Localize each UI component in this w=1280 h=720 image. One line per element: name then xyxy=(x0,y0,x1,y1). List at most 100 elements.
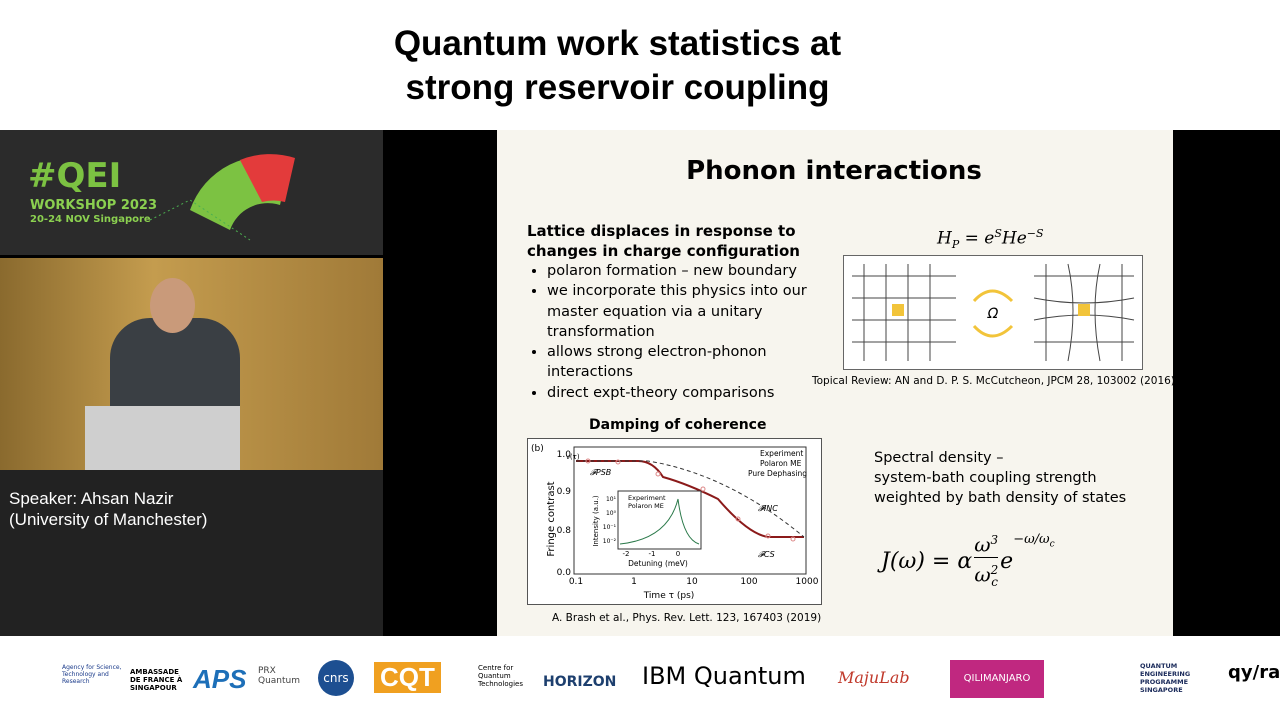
x-tick-label: 0.1 xyxy=(569,577,583,587)
x-tick-label: 1 xyxy=(631,577,637,587)
reference: Topical Review: AN and D. P. S. McCutche… xyxy=(812,375,1175,387)
sponsor: Centre for Quantum Technologies xyxy=(478,664,523,688)
spectral-line: weighted by bath density of states xyxy=(874,490,1127,506)
sponsor: HORIZON xyxy=(543,674,617,690)
y-tick-label: 0.0 xyxy=(557,568,572,578)
y-tick-label: 0.9 xyxy=(557,487,572,497)
eq-part: 3 xyxy=(990,533,999,547)
inset-curve xyxy=(619,498,700,545)
annotation: 𝓕CS xyxy=(758,550,775,559)
spectral-line: Spectral density – xyxy=(874,450,1004,466)
eq-part: −ω/ω xyxy=(1013,532,1050,547)
sponsor: Agency for Science, Technology and Resea… xyxy=(62,664,122,685)
eq-part: e xyxy=(1000,548,1014,574)
dephasing-curve xyxy=(576,460,805,538)
sponsor: IBM Quantum xyxy=(642,662,806,690)
sponsor: MajuLab xyxy=(838,668,910,687)
y-tick-label: 0.8 xyxy=(557,526,572,536)
y-symbol: ν(τ) xyxy=(566,453,580,461)
diagram-label: Ω xyxy=(987,306,999,322)
eq-part: −S xyxy=(1026,227,1044,240)
x-tick-label: 10 xyxy=(686,577,698,587)
figure-title: Damping of coherence xyxy=(589,417,767,433)
lattice-diagram: Ω xyxy=(843,255,1143,370)
eq-part: c xyxy=(991,575,999,590)
eq-part: ω xyxy=(974,562,991,587)
figure-caption: A. Brash et al., Phys. Rev. Lett. 123, 1… xyxy=(552,612,822,624)
figure: (b) Fringe contrast ν(τ) 1.0 0.9 0.8 0.0… xyxy=(527,438,822,605)
y-label: Fringe contrast xyxy=(546,481,557,556)
podium xyxy=(85,406,240,470)
eq-part: 2 xyxy=(990,562,999,577)
eq-part: ω xyxy=(974,532,991,557)
eq-part: P xyxy=(951,238,960,252)
numerator: ω3 xyxy=(974,528,999,558)
lead: Lattice displaces in response to changes… xyxy=(527,222,800,260)
bullets: polaron formation – new boundary we inco… xyxy=(527,261,837,403)
gauge-red xyxy=(240,154,295,202)
slide: Phonon interactions Lattice displaces in… xyxy=(497,130,1175,636)
inset-y-tick: 10⁰ xyxy=(606,510,617,517)
eq-part: J(ω) = α xyxy=(881,548,973,574)
sponsor: PRX Quantum xyxy=(258,666,301,686)
sponsor: qy/ra xyxy=(1228,662,1280,683)
panel-label: (b) xyxy=(531,444,544,454)
annotation: 𝓕INC xyxy=(758,504,778,513)
inset-x-tick: 0 xyxy=(676,550,680,558)
speaker-line: (University of Manchester) xyxy=(9,510,208,529)
inset-y-tick: 10¹ xyxy=(606,496,617,503)
y-tick-label: 1.0 xyxy=(557,450,572,460)
logo-graphic xyxy=(149,154,295,241)
slide-title: Phonon interactions xyxy=(686,156,982,186)
experiment-points xyxy=(585,458,796,542)
x-label: Time τ (ps) xyxy=(643,591,695,601)
inset-y-tick: 10⁻¹ xyxy=(603,524,617,531)
sponsor: CQT xyxy=(374,662,441,693)
sponsor: AMBASSADE DE FRANCE À SINGAPOUR xyxy=(130,668,183,692)
fraction: ω3 ω2c xyxy=(974,528,998,594)
plot-frame xyxy=(573,446,807,575)
charge xyxy=(1078,304,1090,316)
sponsor: QILIMANJARO xyxy=(950,660,1044,698)
eq-part: H xyxy=(937,228,952,249)
legend-entry: Pure Dephasing xyxy=(748,469,807,478)
denominator: ω2c xyxy=(974,558,998,595)
eq-part: c xyxy=(1049,539,1055,550)
workshop: WORKSHOP 2023 xyxy=(30,198,158,213)
sponsor: cnrs xyxy=(318,660,354,696)
speaker-caption: Speaker: Ahsan Nazir (University of Manc… xyxy=(0,470,383,636)
equation-j: J(ω) = α ω3 ω2c e −ω/ωc xyxy=(881,528,1055,594)
sponsor: APS xyxy=(193,664,247,694)
dates: 20-24 NOV Singapore xyxy=(30,214,151,225)
eq-part: S xyxy=(994,227,1002,240)
legend-entry: Polaron ME xyxy=(760,459,802,468)
inset-frame xyxy=(617,490,702,550)
speaker-head xyxy=(150,278,195,333)
inset-legend: Polaron ME xyxy=(628,502,664,510)
bullet: direct expt-theory comparisons xyxy=(547,383,837,403)
title: Quantum work statistics at strong reserv… xyxy=(0,22,1235,110)
inset-y-label: Intensity (a.u.) xyxy=(592,495,600,547)
sponsor: QUANTUM ENGINEERING PROGRAMME SINGAPORE xyxy=(1140,662,1191,694)
inset-legend: Experiment xyxy=(628,494,666,502)
legend-entry: Experiment xyxy=(760,449,803,458)
arrows xyxy=(972,289,1014,338)
title-line: strong reservoir coupling xyxy=(405,68,830,107)
bullet: we incorporate this physics into our mas… xyxy=(547,281,837,342)
charge xyxy=(892,304,904,316)
spectral-line: system-bath coupling strength xyxy=(874,470,1097,486)
logo-panel: #QEI WORKSHOP 2023 20-24 NOV Singapore xyxy=(0,130,383,255)
eq-part: −ω/ωc xyxy=(1013,532,1055,550)
spectral-text: Spectral density – system-bath coupling … xyxy=(874,448,1126,508)
equation-hp: HP = eSHe−S xyxy=(937,227,1044,251)
logo-text: #QEI xyxy=(28,156,122,196)
x-tick-label: 100 xyxy=(740,577,757,587)
speaker-line: Speaker: Ahsan Nazir xyxy=(9,489,174,508)
title-line: Quantum work statistics at xyxy=(393,24,842,63)
x-tick-label: 1000 xyxy=(796,577,819,587)
eq-part: He xyxy=(1001,228,1027,249)
speaker-video xyxy=(0,258,383,470)
inset-x-tick: -1 xyxy=(649,550,656,558)
inset-x-tick: -2 xyxy=(623,550,630,558)
